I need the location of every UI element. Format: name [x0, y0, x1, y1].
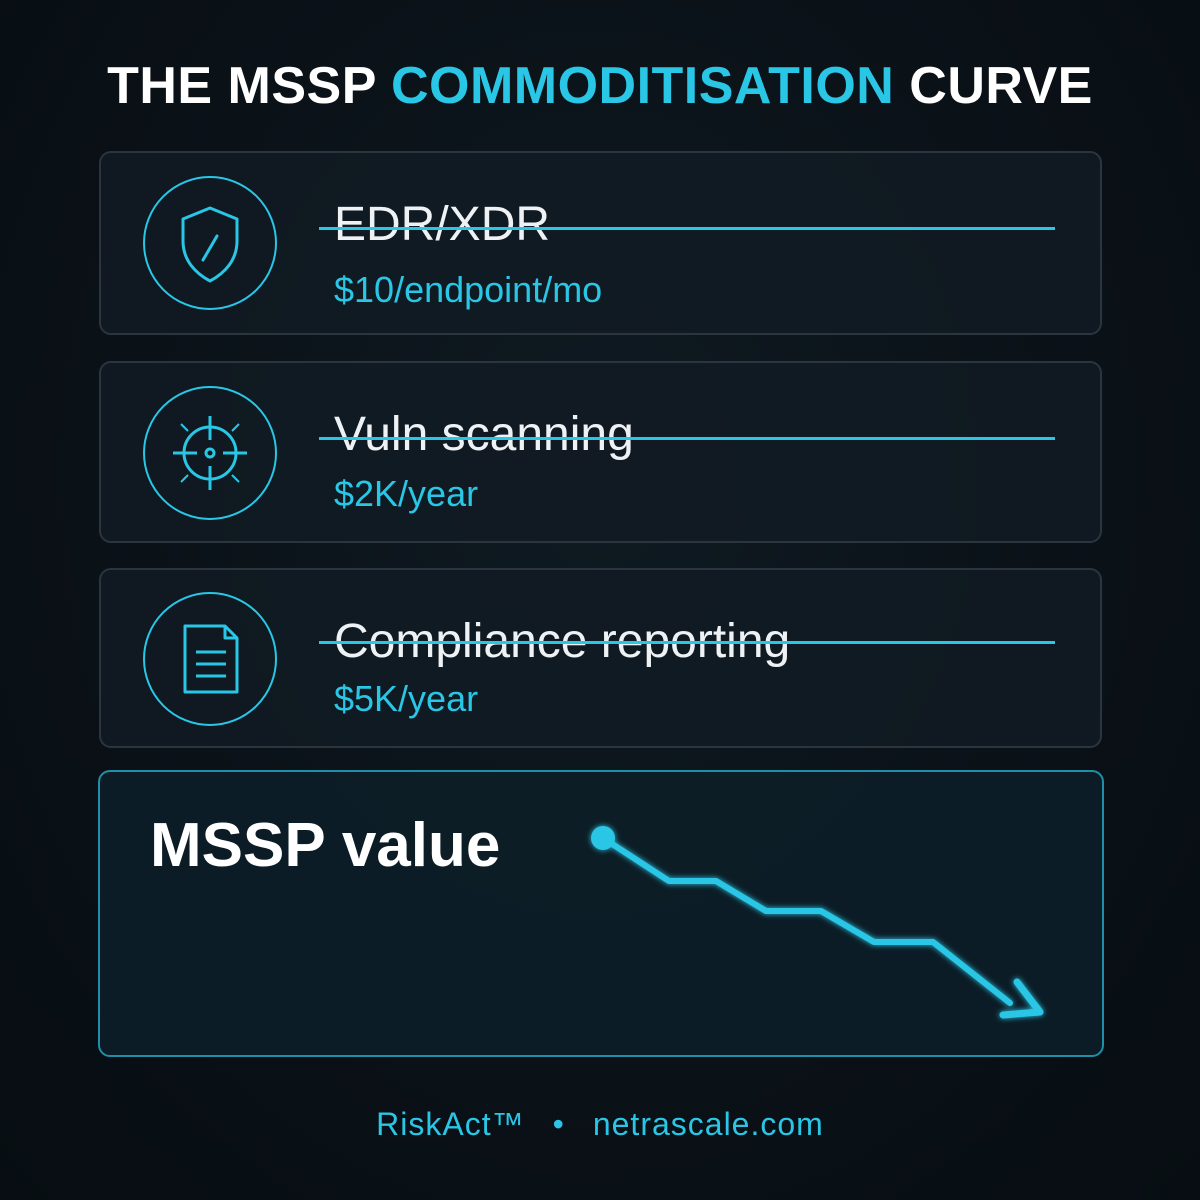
crosshair-icon: [143, 386, 277, 520]
mssp-value-panel: MSSP value: [98, 770, 1104, 1057]
item-card-edr: EDR/XDR $10/endpoint/mo: [99, 151, 1102, 335]
value-label: MSSP value: [150, 811, 501, 880]
item-card-compliance: Compliance reporting $5K/year: [99, 568, 1102, 748]
trend-start-point: [591, 826, 615, 850]
item-title: EDR/XDR: [334, 198, 551, 251]
shield-icon: [143, 176, 277, 310]
item-price: $5K/year: [334, 678, 479, 719]
declining-trend-line: [591, 826, 1044, 1019]
page-title: THE MSSP COMMODITISATION CURVE: [0, 56, 1200, 116]
item-card-vuln: Vuln scanning $2K/year: [99, 361, 1102, 543]
footer-brand: RiskAct™: [376, 1106, 525, 1142]
document-icon: [143, 592, 277, 726]
footer-site-link[interactable]: netrascale.com: [592, 1106, 824, 1142]
strikethrough-line: [319, 227, 1055, 230]
title-accent: COMMODITISATION: [390, 57, 895, 115]
footer: RiskAct™ • netrascale.com: [0, 1106, 1200, 1143]
footer-separator: •: [552, 1106, 565, 1142]
strikethrough-line: [319, 437, 1055, 440]
trend-line: [600, 835, 1013, 1006]
item-price: $2K/year: [334, 473, 479, 514]
title-part-2: CURVE: [909, 57, 1093, 115]
arrow-head-icon: [999, 978, 1044, 1019]
title-part-1: THE MSSP: [107, 57, 376, 115]
item-price: $10/endpoint/mo: [334, 269, 603, 310]
item-title: Vuln scanning: [334, 408, 634, 461]
strikethrough-line: [319, 641, 1055, 644]
